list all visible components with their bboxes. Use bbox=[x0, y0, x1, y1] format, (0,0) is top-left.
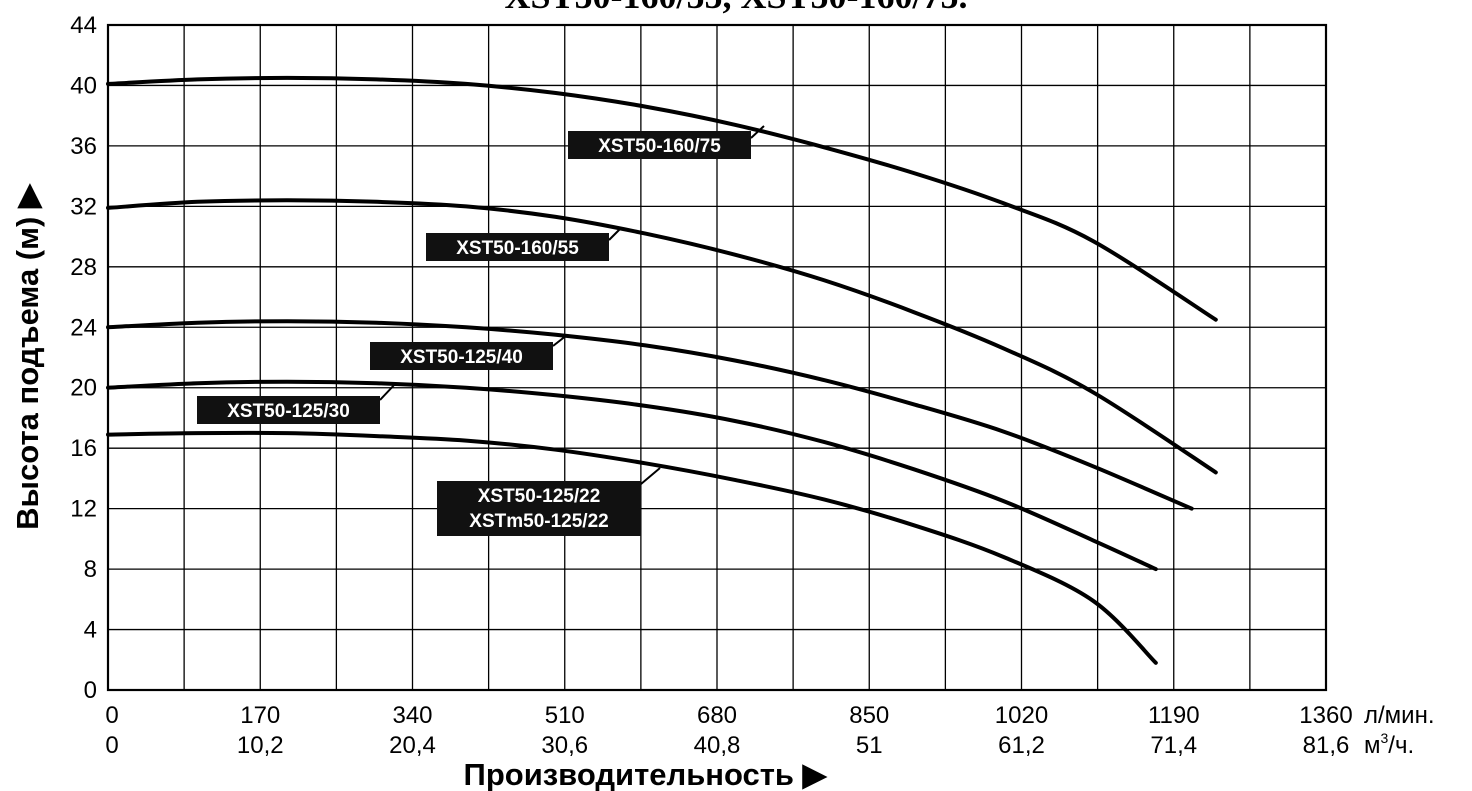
chart-title: XST50-160/55, XST50-160/75. bbox=[504, 0, 967, 16]
x-tick-label-lmin: 0 bbox=[105, 702, 118, 729]
x-tick-label-lmin: 1190 bbox=[1148, 702, 1200, 729]
series-label-box bbox=[568, 131, 751, 159]
y-tick-label: 24 bbox=[70, 314, 97, 341]
x-tick-label-lmin: 1020 bbox=[995, 702, 1048, 729]
series-line bbox=[106, 430, 1158, 665]
y-tick-label: 4 bbox=[84, 617, 97, 644]
y-tick-label: 28 bbox=[70, 254, 97, 281]
x-unit-m3h-base: м bbox=[1364, 732, 1381, 759]
series-label-text: XST50-125/40 bbox=[400, 347, 523, 368]
x-tick-labels-lmin: 0 170 340 510 680 850 1020 1190 1360 bbox=[105, 702, 1352, 729]
x-tick-label-lmin: 680 bbox=[697, 702, 737, 729]
series-label-box bbox=[370, 342, 553, 370]
series-label-leader bbox=[640, 467, 661, 485]
series-label-text: XST50-125/30 bbox=[227, 401, 350, 422]
x-tick-label-m3h: 51 bbox=[856, 732, 883, 759]
x-tick-labels-m3h: 0 10,2 20,4 30,6 40,8 51 61,2 71,4 81,6 bbox=[105, 732, 1349, 759]
y-tick-label: 0 bbox=[84, 677, 97, 704]
series-label-text: XST50-125/22 bbox=[478, 486, 601, 507]
y-tick-label: 20 bbox=[70, 375, 97, 402]
x-tick-label-m3h: 81,6 bbox=[1303, 732, 1350, 759]
series-label-leader bbox=[750, 125, 765, 139]
x-tick-label-lmin: 170 bbox=[240, 702, 280, 729]
series-label-leader bbox=[552, 334, 568, 347]
series-label-text: XST50-160/55 bbox=[456, 238, 579, 259]
series-label-box bbox=[426, 233, 609, 261]
series-label: XST50-125/30 bbox=[197, 382, 397, 424]
series-label-leader bbox=[379, 382, 397, 401]
series-label: XST50-125/40 bbox=[370, 334, 568, 370]
x-tick-label-m3h: 10,2 bbox=[237, 732, 284, 759]
x-tick-label-m3h: 30,6 bbox=[541, 732, 588, 759]
x-tick-label-lmin: 340 bbox=[392, 702, 432, 729]
series-label-text: XSTm50-125/22 bbox=[469, 511, 608, 532]
x-axis-title: Производительность ▶ bbox=[464, 757, 828, 791]
series-label: XST50-125/22 XSTm50-125/22 bbox=[437, 467, 661, 536]
x-tick-label-m3h: 61,2 bbox=[998, 732, 1045, 759]
y-tick-label: 44 bbox=[70, 12, 97, 39]
series-label-box bbox=[437, 481, 641, 536]
y-tick-label: 8 bbox=[84, 556, 97, 583]
x-unit-m3h: м3/ч. bbox=[1364, 730, 1414, 759]
series-label: XST50-160/75 bbox=[568, 125, 765, 159]
y-tick-label: 12 bbox=[70, 496, 97, 523]
series-label-text: XST50-160/75 bbox=[598, 136, 721, 157]
y-axis-title: Высота подъема (м) ▶ bbox=[10, 183, 45, 530]
grid bbox=[106, 23, 1328, 692]
series-label-box bbox=[197, 396, 380, 424]
x-tick-label-m3h: 0 bbox=[105, 732, 118, 759]
x-tick-label-lmin: 510 bbox=[545, 702, 585, 729]
series-line bbox=[106, 319, 1194, 511]
x-tick-label-m3h: 40,8 bbox=[694, 732, 741, 759]
x-tick-label-m3h: 71,4 bbox=[1150, 732, 1197, 759]
series-label: XST50-160/55 bbox=[426, 228, 621, 261]
series-line bbox=[106, 75, 1218, 322]
y-tick-label: 16 bbox=[70, 435, 97, 462]
x-tick-label-lmin: 850 bbox=[849, 702, 889, 729]
series-line bbox=[106, 379, 1158, 572]
y-tick-labels: 0 4 8 12 16 20 24 28 32 36 40 44 bbox=[70, 12, 97, 704]
series-labels: XST50-160/75 XST50-160/55 XST50-125/40 XST5… bbox=[197, 125, 765, 536]
y-tick-label: 40 bbox=[70, 72, 97, 99]
x-tick-label-lmin: 1360 bbox=[1299, 702, 1352, 729]
x-tick-label-m3h: 20,4 bbox=[389, 732, 436, 759]
curves bbox=[106, 75, 1218, 665]
y-tick-label: 32 bbox=[70, 193, 97, 220]
x-unit-m3h-tail: /ч. bbox=[1388, 732, 1414, 759]
series-label-leader bbox=[608, 228, 621, 241]
y-tick-label: 36 bbox=[70, 133, 97, 160]
series-line bbox=[106, 198, 1218, 475]
x-unit-lmin: л/мин. bbox=[1364, 702, 1435, 729]
x-unit-m3h-sup: 3 bbox=[1381, 730, 1389, 746]
